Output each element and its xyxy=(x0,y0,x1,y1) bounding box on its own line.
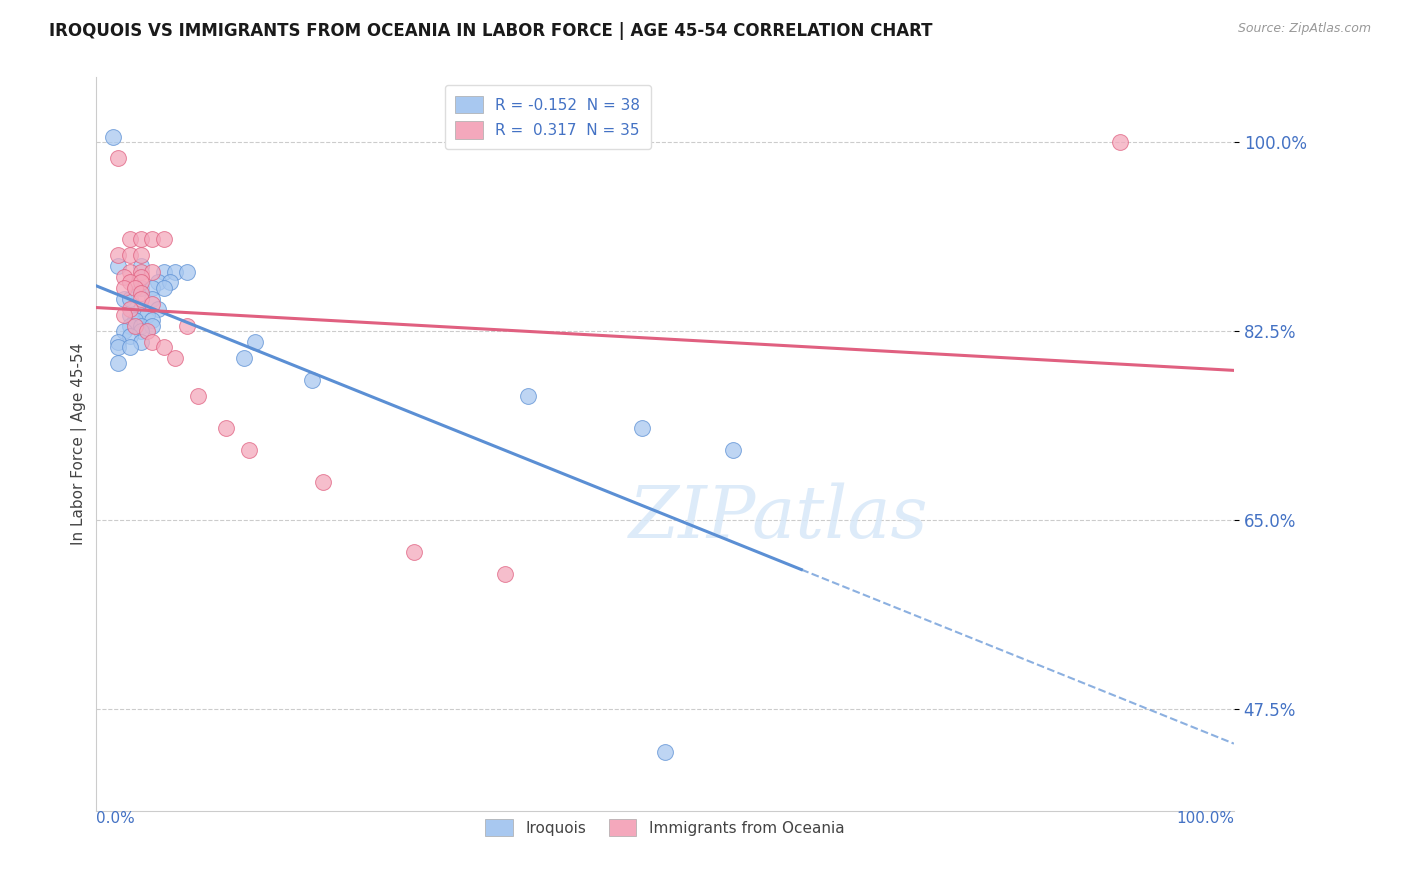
Point xyxy=(148,276,170,290)
Point xyxy=(141,334,163,349)
Point xyxy=(141,292,163,306)
Point xyxy=(129,281,152,295)
Point xyxy=(118,265,141,279)
Y-axis label: In Labor Force | Age 45-54: In Labor Force | Age 45-54 xyxy=(72,343,87,545)
Point xyxy=(112,292,135,306)
Point xyxy=(232,351,254,365)
Point xyxy=(107,248,129,262)
Point xyxy=(112,308,135,322)
Point xyxy=(118,248,141,262)
Point xyxy=(141,265,163,279)
Point xyxy=(153,340,176,354)
Point xyxy=(129,276,152,290)
Point xyxy=(129,292,152,306)
Point xyxy=(148,302,170,317)
Point xyxy=(301,373,323,387)
Point xyxy=(721,442,744,457)
Point xyxy=(118,276,141,290)
Point xyxy=(129,260,152,274)
Point xyxy=(118,232,141,246)
Point xyxy=(153,281,176,295)
Text: Source: ZipAtlas.com: Source: ZipAtlas.com xyxy=(1237,22,1371,36)
Point xyxy=(118,329,141,343)
Point xyxy=(215,421,238,435)
Point xyxy=(124,313,146,327)
Point xyxy=(165,351,187,365)
Point xyxy=(107,340,129,354)
Point xyxy=(141,318,163,333)
Point xyxy=(243,334,266,349)
Point xyxy=(129,270,152,285)
Point xyxy=(165,265,187,279)
Point xyxy=(118,318,141,333)
Text: 0.0%: 0.0% xyxy=(96,811,135,826)
Point xyxy=(107,260,129,274)
Point xyxy=(1109,135,1132,149)
Point xyxy=(129,286,152,301)
Point xyxy=(312,475,335,489)
Point xyxy=(141,232,163,246)
Point xyxy=(124,281,146,295)
Point xyxy=(129,232,152,246)
Point xyxy=(654,745,676,759)
Text: IROQUOIS VS IMMIGRANTS FROM OCEANIA IN LABOR FORCE | AGE 45-54 CORRELATION CHART: IROQUOIS VS IMMIGRANTS FROM OCEANIA IN L… xyxy=(49,22,932,40)
Text: ZIPatlas: ZIPatlas xyxy=(628,483,928,553)
Point xyxy=(404,545,426,559)
Point xyxy=(124,318,146,333)
Point xyxy=(141,281,163,295)
Point xyxy=(187,389,209,403)
Point xyxy=(141,297,163,311)
Point xyxy=(129,265,152,279)
Point xyxy=(129,324,152,338)
Point xyxy=(112,281,135,295)
Point xyxy=(135,308,157,322)
Point xyxy=(107,334,129,349)
Point xyxy=(118,308,141,322)
Point xyxy=(118,292,141,306)
Point xyxy=(141,313,163,327)
Legend: Iroquois, Immigrants from Oceania: Iroquois, Immigrants from Oceania xyxy=(478,811,852,844)
Point xyxy=(176,318,198,333)
Point xyxy=(153,232,176,246)
Point xyxy=(129,334,152,349)
Point xyxy=(129,248,152,262)
Point xyxy=(118,302,141,317)
Point xyxy=(494,566,516,581)
Point xyxy=(159,276,181,290)
Point xyxy=(631,421,654,435)
Point xyxy=(517,389,540,403)
Point xyxy=(135,324,157,338)
Point xyxy=(101,129,124,144)
Point xyxy=(153,265,176,279)
Point xyxy=(118,340,141,354)
Point xyxy=(129,302,152,317)
Point xyxy=(112,324,135,338)
Point xyxy=(112,270,135,285)
Point xyxy=(129,318,152,333)
Point xyxy=(107,356,129,370)
Point xyxy=(107,152,129,166)
Point xyxy=(176,265,198,279)
Text: 100.0%: 100.0% xyxy=(1175,811,1234,826)
Point xyxy=(238,442,260,457)
